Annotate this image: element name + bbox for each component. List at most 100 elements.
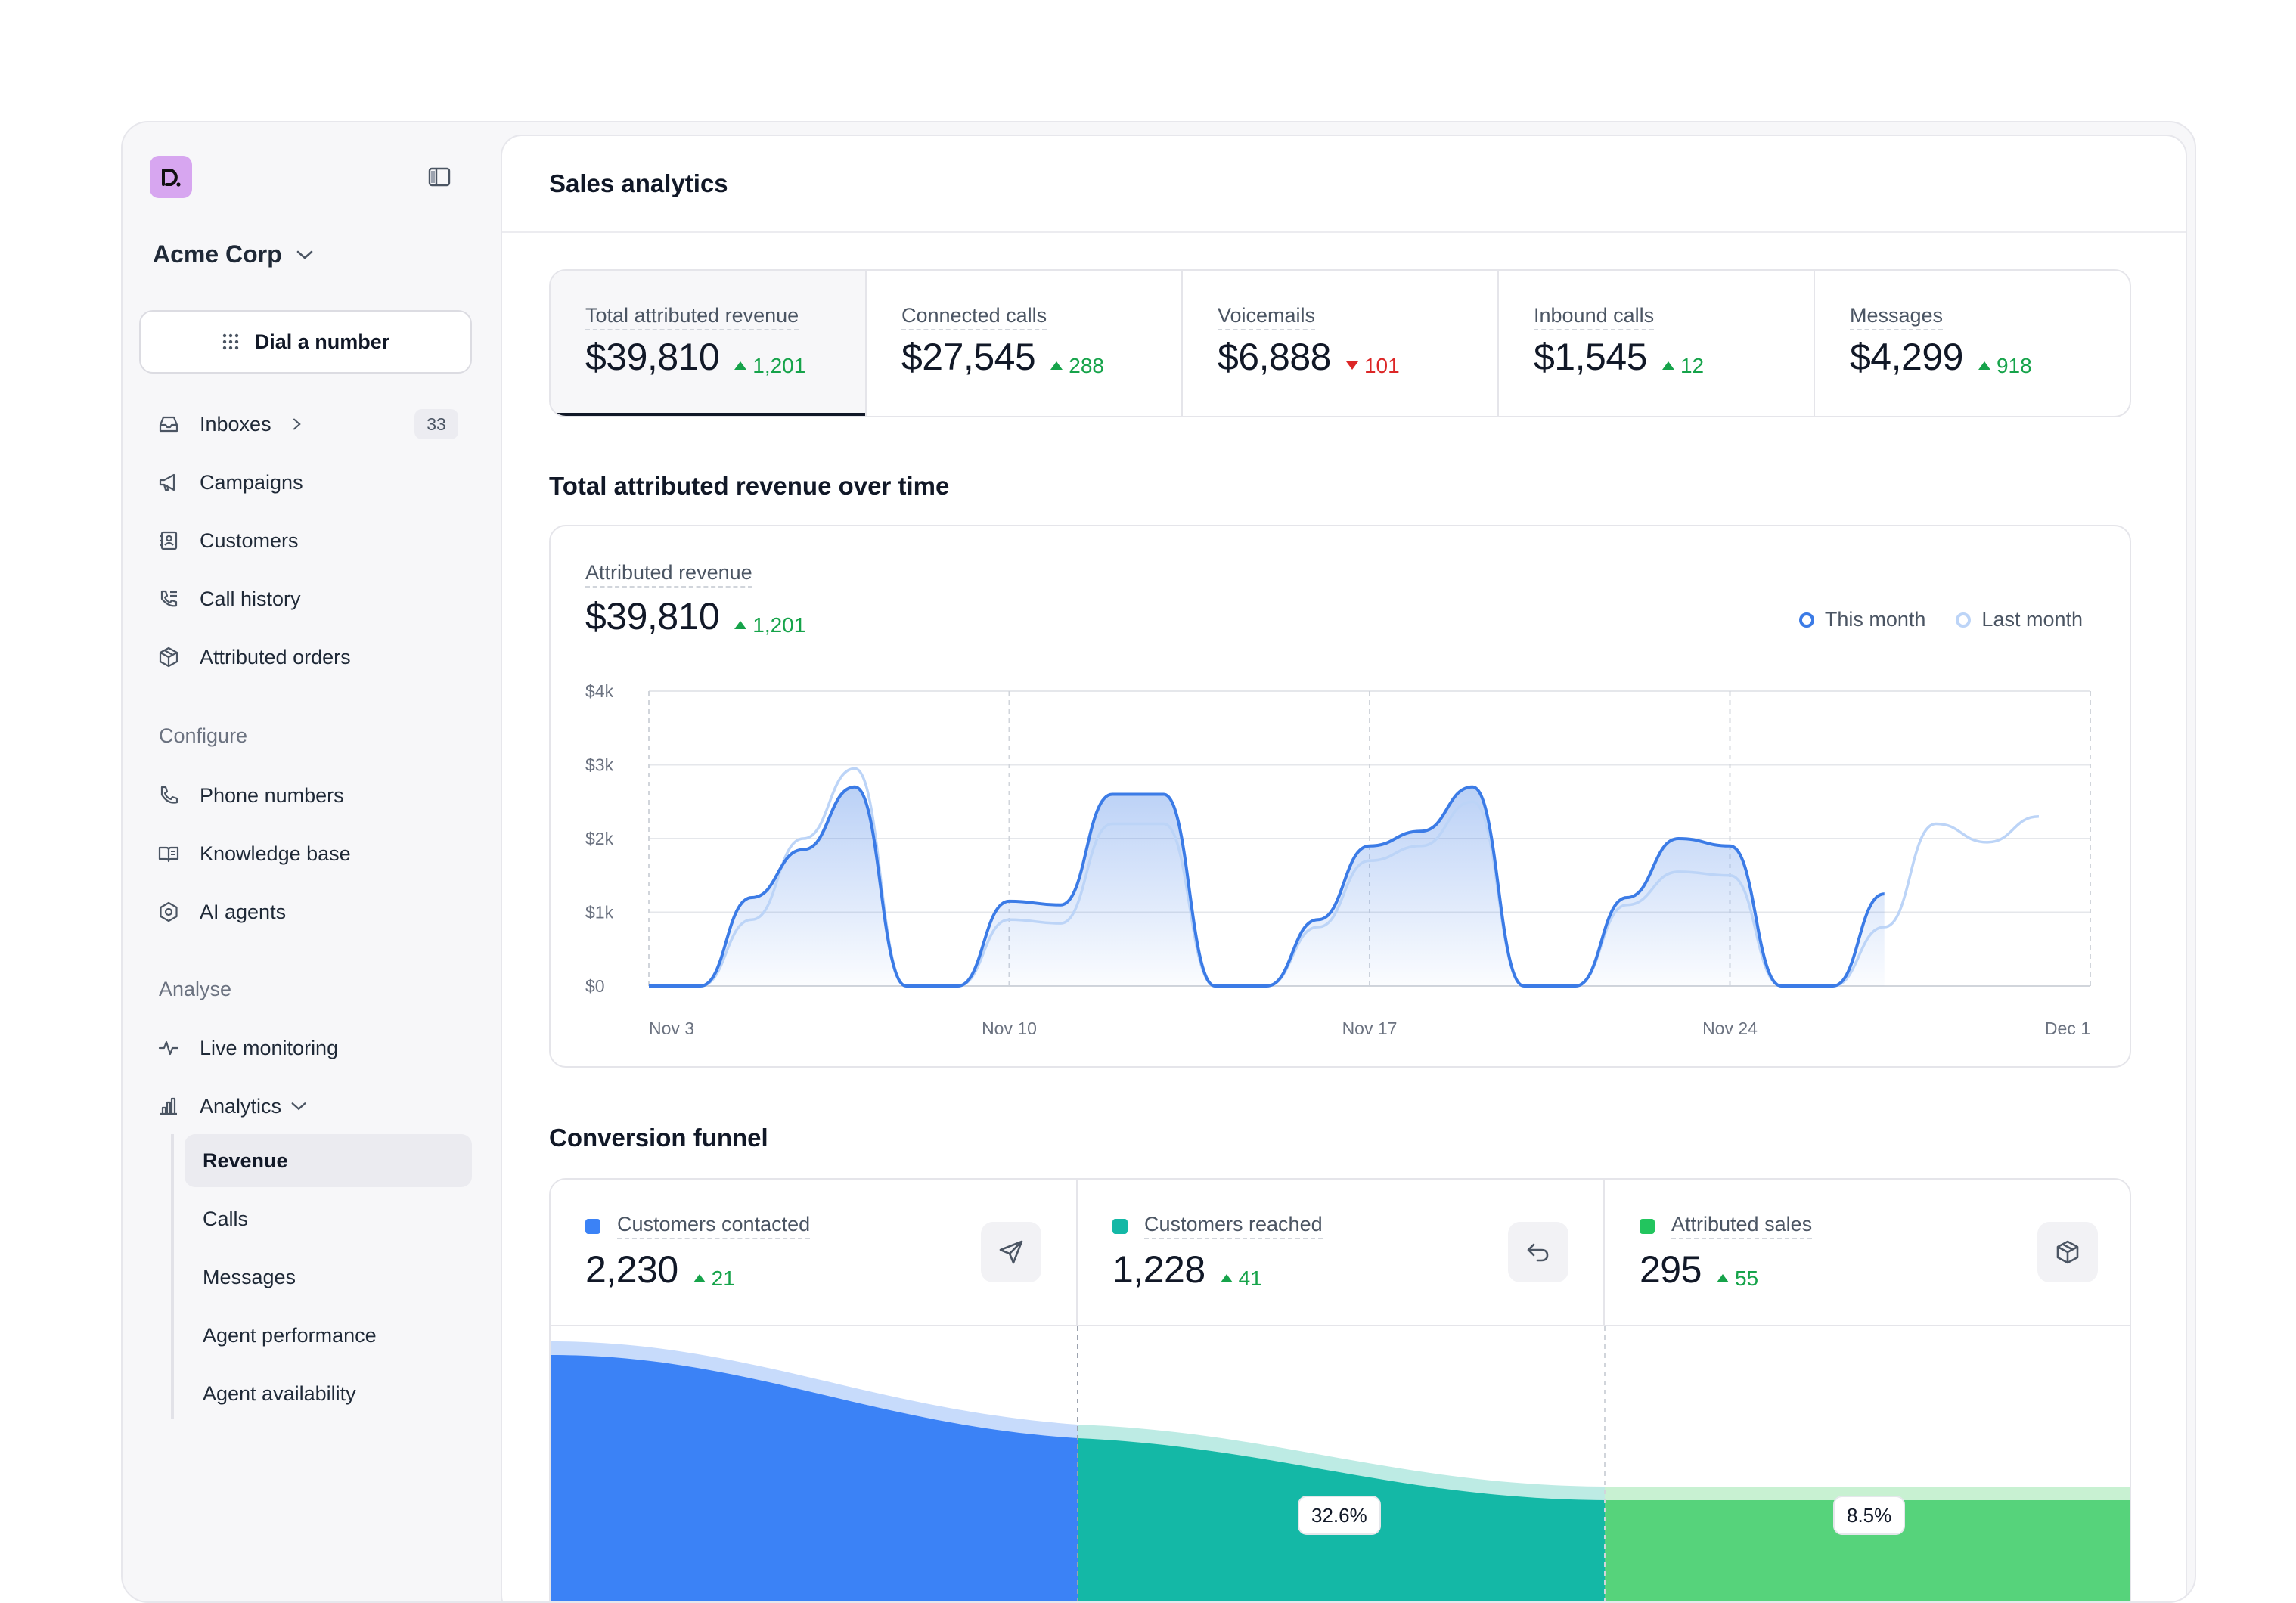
y-tick-label: $2k bbox=[585, 829, 614, 848]
series-line-this-month bbox=[648, 785, 1885, 988]
sidebar-subitem-messages[interactable]: Messages bbox=[203, 1265, 296, 1288]
stage-contacted-button[interactable] bbox=[981, 1222, 1041, 1282]
sidebar-item-phone-numbers[interactable]: Phone numbers bbox=[157, 774, 344, 817]
ai-agent-icon bbox=[160, 901, 178, 922]
legend-dot bbox=[1798, 612, 1814, 628]
sidebar-item-call-history[interactable]: Call history bbox=[157, 578, 301, 620]
kpi-label: Voicemails bbox=[1218, 304, 1316, 330]
funnel-stage-contacted: Customers contacted 2,230 21 bbox=[551, 1180, 1078, 1326]
arrow-up-icon bbox=[1978, 361, 1990, 370]
y-tick-label: $3k bbox=[585, 755, 614, 775]
sidebar-item-attributed-orders[interactable]: Attributed orders bbox=[157, 636, 351, 678]
kpi-delta-value: 101 bbox=[1364, 353, 1400, 377]
stage-delta: 55 bbox=[1716, 1267, 1758, 1291]
legend-item-last-month[interactable]: Last month bbox=[1956, 608, 2083, 631]
sidebar-subitem-agent-performance[interactable]: Agent performance bbox=[203, 1323, 377, 1347]
chevron-right-icon bbox=[293, 418, 301, 430]
kpi-value: $6,888 bbox=[1218, 336, 1331, 378]
kpi-value: $1,545 bbox=[1534, 336, 1647, 378]
stage-value: 295 bbox=[1640, 1248, 1702, 1291]
sidebar-subitem-agent-availability[interactable]: Agent availability bbox=[203, 1381, 356, 1405]
arrow-down-icon bbox=[1345, 361, 1358, 370]
x-tick-label: Nov 3 bbox=[649, 1019, 694, 1038]
stage-delta: 21 bbox=[693, 1267, 735, 1291]
configure-section-label: Configure bbox=[159, 724, 248, 747]
series-area-this-month bbox=[649, 786, 1885, 986]
sidebar-item-label: AI agents bbox=[200, 900, 287, 923]
sidebar-item-customers[interactable]: Customers bbox=[157, 519, 299, 562]
revenue-chart-card: Attributed revenue $39,810 1,201 This mo… bbox=[549, 525, 2131, 1068]
chart-metric-delta: 1,201 bbox=[734, 613, 805, 637]
funnel-stage-sales: Attributed sales 295 55 bbox=[1605, 1180, 2130, 1326]
chart-legend: This month Last month bbox=[1798, 608, 2083, 631]
send-icon bbox=[999, 1240, 1023, 1264]
legend-dot bbox=[1956, 612, 1972, 628]
kpi-label: Total attributed revenue bbox=[585, 304, 799, 330]
org-switcher[interactable]: Acme Corp bbox=[153, 240, 314, 268]
kpi-label: Messages bbox=[1850, 304, 1944, 330]
sidebar-item-ai-agents[interactable]: AI agents bbox=[157, 891, 286, 933]
arrow-up-icon bbox=[1661, 361, 1674, 370]
main-panel: Sales analytics Total attributed revenue… bbox=[501, 135, 2187, 1601]
kpi-tab-inbound-calls[interactable]: Inbound calls $1,545 12 bbox=[1499, 271, 1815, 416]
sidebar-item-knowledge-base[interactable]: Knowledge base bbox=[157, 833, 351, 875]
subnav-guide bbox=[171, 1134, 174, 1419]
kpi-label: Inbound calls bbox=[1534, 304, 1655, 330]
kpi-delta: 12 bbox=[1661, 353, 1705, 378]
sidebar-subitem-calls[interactable]: Calls bbox=[203, 1207, 249, 1230]
stage-reached-button[interactable] bbox=[1508, 1222, 1568, 1282]
kpi-value: $27,545 bbox=[901, 336, 1036, 378]
conversion-rate-reached: 32.6% bbox=[1298, 1496, 1381, 1535]
inbox-icon bbox=[159, 416, 178, 433]
chevron-down-icon bbox=[291, 1102, 306, 1111]
kpi-delta: 1,201 bbox=[734, 354, 805, 378]
stage-delta-value: 41 bbox=[1238, 1266, 1262, 1290]
sidebar-item-live-monitoring[interactable]: Live monitoring bbox=[157, 1027, 338, 1069]
kpi-delta: 101 bbox=[1345, 353, 1400, 378]
funnel-section-title: Conversion funnel bbox=[549, 1124, 768, 1152]
sidebar-subitem-revenue[interactable]: Revenue bbox=[185, 1134, 472, 1187]
phone-icon bbox=[160, 786, 178, 804]
package-icon bbox=[2056, 1240, 2079, 1264]
stage-sales-button[interactable] bbox=[2037, 1222, 2098, 1282]
analyse-section-label: Analyse bbox=[159, 978, 232, 1000]
page-title: Sales analytics bbox=[502, 136, 2186, 233]
sidebar-item-label: Campaigns bbox=[200, 470, 303, 494]
legend-label: Last month bbox=[1981, 608, 2083, 631]
sidebar-item-campaigns[interactable]: Campaigns bbox=[157, 461, 303, 504]
x-tick-label: Nov 10 bbox=[982, 1019, 1037, 1038]
kpi-delta-value: 1,201 bbox=[752, 353, 806, 377]
dialpad-icon bbox=[222, 333, 238, 350]
kpi-value: $39,810 bbox=[585, 336, 720, 378]
kpi-label: Connected calls bbox=[901, 304, 1047, 330]
kpi-tab-voicemails[interactable]: Voicemails $6,888 101 bbox=[1183, 271, 1499, 416]
stage-color-swatch bbox=[585, 1218, 600, 1234]
sidebar-item-inboxes[interactable]: Inboxes bbox=[157, 403, 303, 445]
sidebar: Acme Corp Dial a number Inboxes 33 bbox=[123, 122, 501, 1601]
kpi-delta-value: 12 bbox=[1680, 353, 1705, 377]
app-window: Acme Corp Dial a number Inboxes 33 bbox=[121, 121, 2196, 1603]
book-open-icon bbox=[158, 846, 179, 863]
arrow-up-icon bbox=[1220, 1274, 1233, 1282]
kpi-delta-value: 918 bbox=[1996, 353, 2032, 377]
conversion-funnel-card: Customers contacted 2,230 21 Customers re… bbox=[549, 1178, 2131, 1601]
sidebar-item-analytics[interactable]: Analytics bbox=[157, 1085, 307, 1127]
kpi-tab-total-attributed-revenue[interactable]: Total attributed revenue $39,810 1,201 bbox=[551, 271, 867, 416]
arrow-up-icon bbox=[734, 361, 747, 370]
stage-color-swatch bbox=[1640, 1218, 1655, 1234]
x-tick-label: Nov 24 bbox=[1702, 1019, 1758, 1038]
stage-value: 2,230 bbox=[585, 1248, 678, 1291]
revenue-section-title: Total attributed revenue over time bbox=[549, 472, 950, 500]
app-logo[interactable] bbox=[150, 156, 192, 198]
dial-number-button[interactable]: Dial a number bbox=[139, 310, 472, 374]
y-tick-label: $1k bbox=[585, 903, 614, 922]
sidebar-collapse-icon[interactable] bbox=[428, 166, 451, 188]
legend-item-this-month[interactable]: This month bbox=[1798, 608, 1925, 631]
funnel-chart bbox=[551, 1326, 2130, 1601]
stage-label: Customers contacted bbox=[617, 1213, 811, 1239]
kpi-tab-connected-calls[interactable]: Connected calls $27,545 288 bbox=[867, 271, 1183, 416]
megaphone-icon bbox=[159, 473, 175, 491]
funnel-band-contacted bbox=[551, 1355, 1078, 1601]
kpi-tab-messages[interactable]: Messages $4,299 918 bbox=[1815, 271, 2130, 416]
arrow-up-icon bbox=[1050, 361, 1063, 370]
